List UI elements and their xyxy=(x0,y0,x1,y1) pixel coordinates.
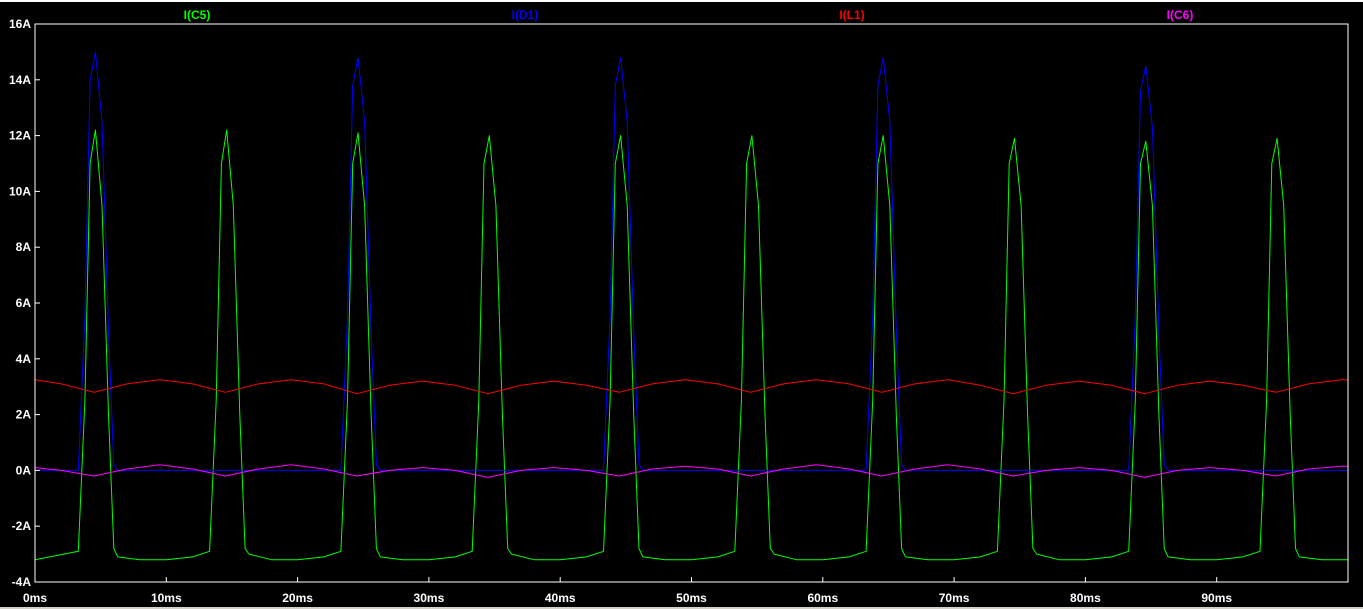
x-tick-label: 0ms xyxy=(23,591,47,605)
x-tick-label: 20ms xyxy=(282,591,313,605)
y-tick-label: 2A xyxy=(16,408,32,422)
y-tick-label: 8A xyxy=(16,240,32,254)
y-tick-label: 0A xyxy=(16,463,32,477)
x-axis: 0ms 10ms 20ms 30ms 40ms 50ms 60ms 70ms 80ms 90ms xyxy=(23,577,1232,605)
legend: I(C5) I(D1) I(L1) I(C6) xyxy=(184,8,1194,22)
legend-entry-ic5[interactable]: I(C5) xyxy=(184,8,211,22)
y-tick-label: -2A xyxy=(12,519,32,533)
y-tick-label: -4A xyxy=(12,575,32,589)
x-tick-label: 70ms xyxy=(939,591,970,605)
x-tick-label: 80ms xyxy=(1070,591,1101,605)
x-tick-label: 90ms xyxy=(1201,591,1232,605)
legend-entry-il1[interactable]: I(L1) xyxy=(839,8,864,22)
x-tick-label: 40ms xyxy=(545,591,576,605)
y-tick-label: 12A xyxy=(9,129,31,143)
trace-ic5[interactable] xyxy=(34,129,1348,561)
x-tick-label: 30ms xyxy=(414,591,445,605)
trace-id1[interactable] xyxy=(35,51,1348,471)
trace-layer xyxy=(34,51,1348,561)
x-tick-label: 60ms xyxy=(807,591,838,605)
y-tick-label: 4A xyxy=(16,352,32,366)
y-tick-label: 16A xyxy=(9,17,31,31)
x-tick-label: 50ms xyxy=(676,591,707,605)
y-tick-label: 14A xyxy=(9,73,31,87)
x-tick-label: 10ms xyxy=(151,591,182,605)
trace-ic6[interactable] xyxy=(34,464,1348,478)
y-axis: 16A 14A 12A 10A 8A 6A 4A 2A 0A -2A -4A xyxy=(9,17,40,589)
trace-il1[interactable] xyxy=(34,379,1348,395)
plot-frame xyxy=(34,23,1349,583)
y-tick-label: 6A xyxy=(16,296,32,310)
y-tick-label: 10A xyxy=(9,184,31,198)
legend-entry-ic6[interactable]: I(C6) xyxy=(1167,8,1194,22)
legend-entry-id1[interactable]: I(D1) xyxy=(512,8,539,22)
